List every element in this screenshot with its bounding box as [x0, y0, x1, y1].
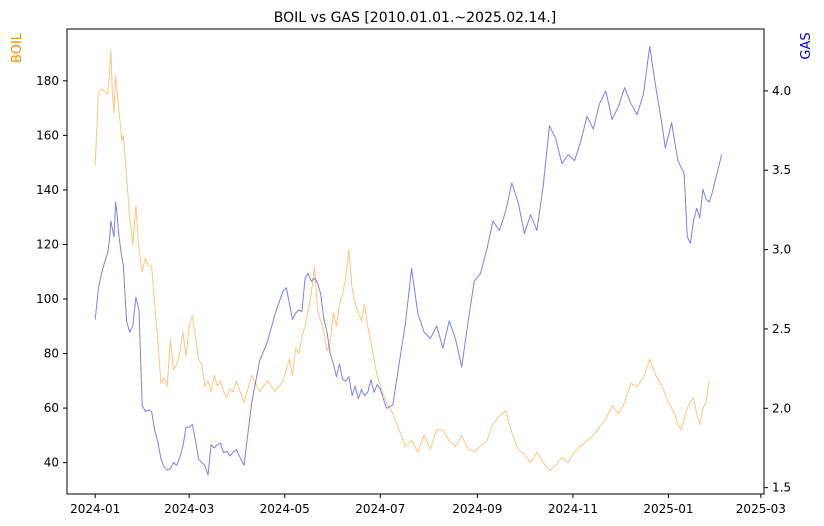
- chart-title: BOIL vs GAS [2010.01.01.~2025.02.14.]: [274, 10, 556, 26]
- left-y-tick-label: 100: [36, 292, 59, 306]
- left-y-tick-label: 80: [44, 347, 59, 361]
- x-tick-label: 2024-09: [452, 502, 502, 516]
- right-y-tick-label: 2.0: [772, 401, 791, 415]
- left-y-tick-label: 160: [36, 128, 59, 142]
- left-y-tick-label: 40: [44, 456, 59, 470]
- x-tick-label: 2024-03: [164, 502, 214, 516]
- series-line-gas: [94, 46, 723, 476]
- ticks-layer: 2024-01 2024-03 2024-05 2024-07 2024-09 2024-…: [36, 74, 791, 516]
- x-tick-label: 2025-01: [643, 502, 693, 516]
- right-y-tick-label: 3.0: [772, 243, 791, 257]
- series-line-boil: [94, 50, 710, 472]
- right-axis-label-gas: GAS: [799, 32, 814, 59]
- x-tick-label: 2025-03: [736, 502, 786, 516]
- x-tick-label: 2024-11: [548, 502, 598, 516]
- right-y-tick-label: 1.5: [772, 481, 791, 495]
- series-layer: [94, 46, 723, 476]
- left-y-tick-label: 140: [36, 183, 59, 197]
- left-y-tick-label: 180: [36, 74, 59, 88]
- x-tick-label: 2024-07: [355, 502, 405, 516]
- right-y-tick-label: 4.0: [772, 84, 791, 98]
- plot-frame: [66, 28, 765, 495]
- left-y-tick-label: 60: [44, 401, 59, 415]
- left-axis-label-boil: BOIL: [10, 32, 25, 63]
- x-tick-label: 2024-01: [70, 502, 120, 516]
- left-y-tick-label: 120: [36, 237, 59, 251]
- x-tick-label: 2024-05: [260, 502, 310, 516]
- right-y-tick-label: 3.5: [772, 163, 791, 177]
- right-y-tick-label: 2.5: [772, 322, 791, 336]
